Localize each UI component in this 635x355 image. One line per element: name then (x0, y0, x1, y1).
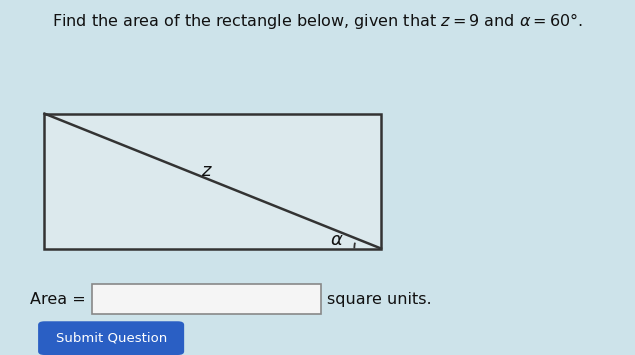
Text: z: z (201, 162, 210, 180)
Text: Submit Question: Submit Question (55, 332, 167, 345)
FancyBboxPatch shape (44, 114, 381, 248)
FancyBboxPatch shape (38, 321, 184, 355)
FancyBboxPatch shape (92, 284, 321, 314)
Text: Area =: Area = (30, 292, 86, 307)
Text: Find the area of the rectangle below, given that $z = 9$ and $\alpha = 60°$.: Find the area of the rectangle below, gi… (52, 11, 583, 31)
Text: α: α (331, 231, 342, 249)
Text: square units.: square units. (327, 292, 432, 307)
